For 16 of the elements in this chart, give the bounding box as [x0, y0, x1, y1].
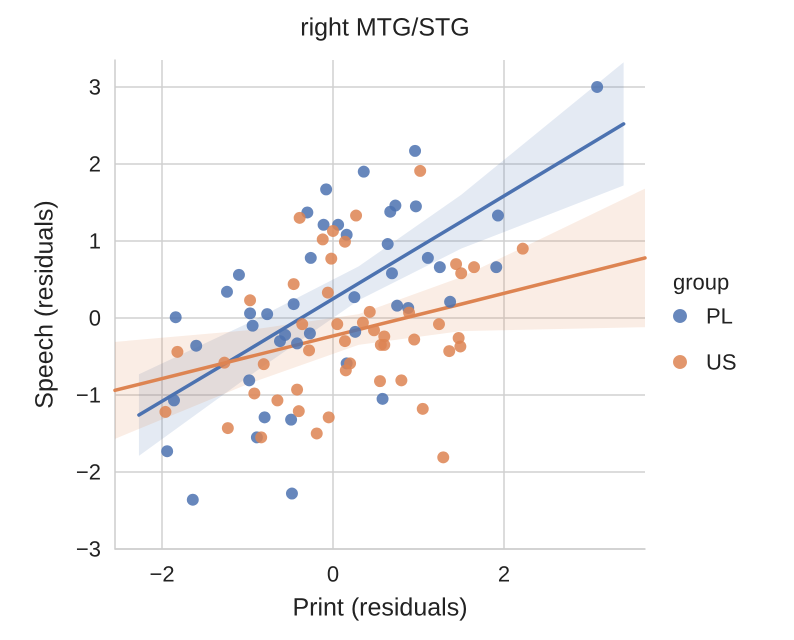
legend-label: PL — [706, 304, 733, 328]
y-tick-label: 3 — [88, 74, 101, 100]
y-tick-label: 2 — [88, 151, 101, 176]
y-tick-label: −2 — [76, 459, 101, 484]
legend-label: US — [706, 350, 737, 374]
chart-title: right MTG/STG — [300, 14, 470, 42]
y-tick-label: 0 — [88, 305, 101, 330]
y-axis-title: Speech (residuals) — [30, 200, 58, 409]
y-tick-label: 1 — [88, 228, 101, 254]
legend-title: group — [673, 270, 730, 294]
x-tick-label: −2 — [149, 562, 175, 586]
y-tick-label: −1 — [76, 382, 101, 408]
x-axis-title: Print (residuals) — [292, 594, 468, 622]
x-tick-label: 2 — [498, 562, 510, 586]
x-tick-label: 0 — [326, 562, 340, 586]
y-tick-label: −3 — [76, 536, 101, 562]
